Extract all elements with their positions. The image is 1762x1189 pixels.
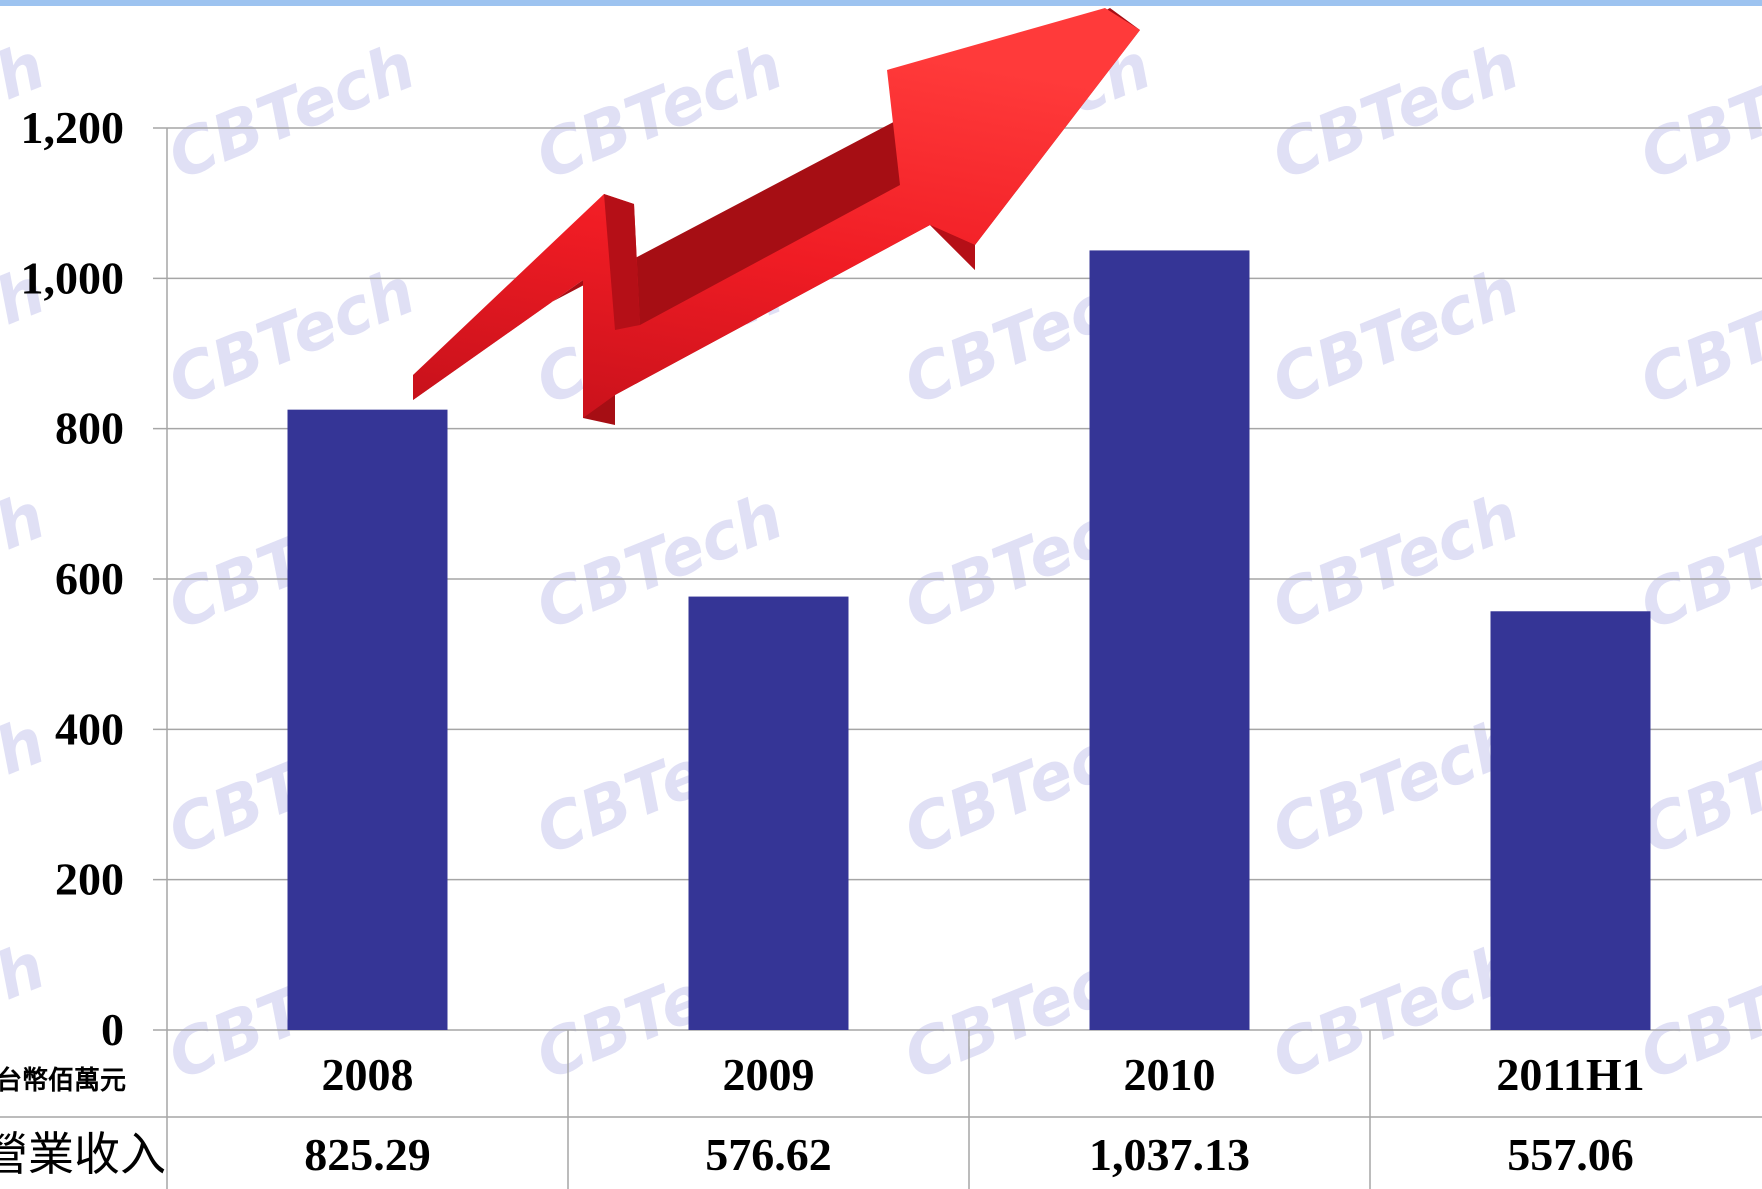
y-tick-label: 0 [101,1004,124,1055]
x-category-label: 2009 [723,1049,815,1100]
watermark-text: CBTech [1262,480,1529,645]
x-category-label: 2008 [322,1049,414,1100]
watermark-text: CBTech [158,30,425,195]
unit-label: 台幣佰萬元 [0,1065,126,1096]
watermark-text: CBTech [1262,30,1529,195]
watermark-text: CBTech [0,480,55,645]
watermark-text: CBTech [1630,30,1762,195]
y-tick-label: 600 [55,553,124,604]
watermark-text: CBTech [526,30,793,195]
data-value-label: 1,037.13 [1089,1129,1250,1180]
y-tick-label: 1,200 [21,102,125,153]
y-tick-label: 200 [55,854,124,905]
upward-arrow-graphic [413,8,1140,425]
watermark-text: CBTech [158,255,425,420]
bar-2008 [287,409,448,1031]
data-value-label: 557.06 [1507,1129,1634,1180]
data-value-label: 576.62 [705,1129,832,1180]
watermark-text: CBTech [1262,255,1529,420]
y-axis-tick-labels: 0 200 400 600 800 1,000 1,200 [21,102,125,1055]
bars [287,250,1651,1031]
x-category-label: 2011H1 [1496,1049,1644,1100]
watermark-text: CBTech [1262,930,1529,1095]
watermark-text: CBTech [0,705,55,870]
watermark-text: CBTech [1630,255,1762,420]
row-label: 營業收入 [0,1127,166,1181]
y-tick-label: 400 [55,703,124,754]
top-band [0,0,1762,6]
bar-2011H1 [1490,611,1651,1030]
data-value-label: 825.29 [304,1129,431,1180]
bar-2010 [1089,250,1250,1030]
bar-2009 [688,596,849,1030]
x-category-label: 2010 [1124,1049,1216,1100]
y-tick-label: 800 [55,403,124,454]
y-tick-label: 1,000 [21,252,125,303]
